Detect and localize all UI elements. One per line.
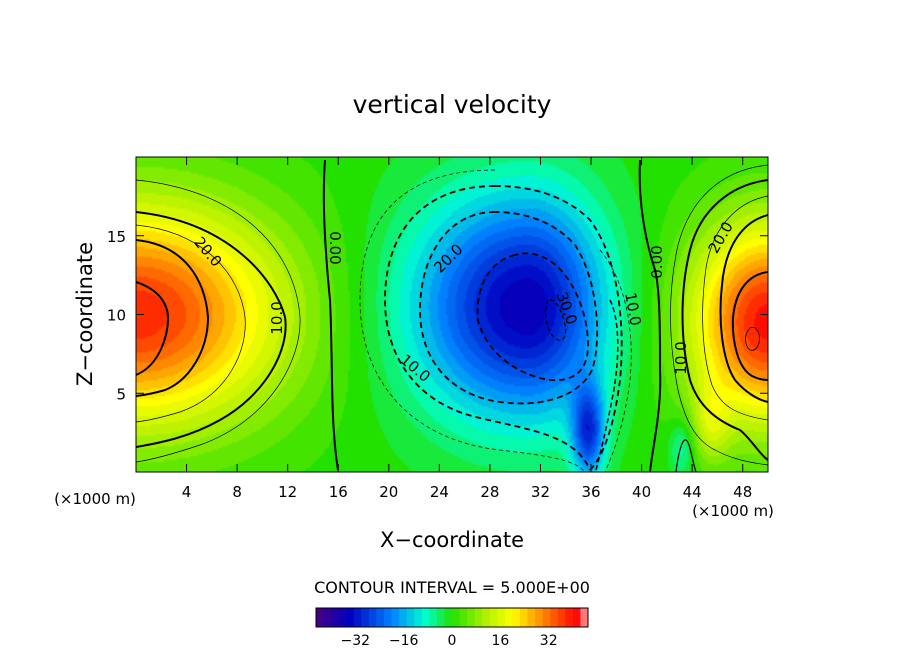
colorbar-segment bbox=[368, 608, 377, 627]
y-axis-label: Z−coordinate bbox=[73, 242, 97, 386]
colorbar-segment bbox=[414, 608, 423, 627]
contour-label: 10.0 bbox=[621, 291, 645, 327]
colorbar-segment bbox=[444, 608, 453, 627]
contour-line bbox=[136, 281, 170, 376]
colorbar-segment bbox=[474, 608, 483, 627]
colorbar-segment bbox=[565, 608, 574, 627]
x-axis: 4 8 12 16 20 24 28 32 36 40 44 48 bbox=[182, 157, 752, 501]
colorbar-segment bbox=[535, 608, 543, 627]
y-tick-label: 5 bbox=[116, 385, 126, 403]
colorbar-segment bbox=[572, 608, 581, 627]
contour-line bbox=[745, 326, 760, 351]
x-tick-label: 4 bbox=[182, 483, 192, 501]
colorbar-segment bbox=[482, 608, 491, 627]
colorbar-tick-label: 0 bbox=[448, 633, 457, 649]
x-tick-label: 16 bbox=[329, 483, 348, 501]
colorbar: −32 −16 0 16 32 bbox=[315, 607, 589, 649]
colorbar-segment bbox=[557, 608, 566, 627]
colorbar-segment bbox=[331, 608, 339, 627]
colorbar-segment bbox=[489, 608, 498, 627]
colorbar-segment bbox=[353, 608, 362, 627]
colorbar-segment bbox=[497, 608, 506, 627]
y-tick-label: 10 bbox=[107, 307, 126, 325]
colorbar-segment bbox=[504, 608, 513, 627]
y-tick-label: 15 bbox=[107, 228, 126, 246]
contour-line bbox=[719, 214, 768, 403]
x-tick-label: 28 bbox=[480, 483, 499, 501]
colorbar-segment bbox=[399, 608, 407, 627]
contour-line bbox=[136, 211, 287, 448]
contour-label: 10.0 bbox=[268, 301, 286, 334]
colorbar-segments bbox=[315, 607, 589, 628]
contour-label: 0.00 bbox=[326, 231, 344, 264]
colorbar-segment bbox=[467, 608, 475, 627]
x-tick-label: 12 bbox=[278, 483, 297, 501]
colorbar-tick-label: 32 bbox=[540, 633, 558, 649]
x-tick-label: 48 bbox=[733, 483, 752, 501]
contour-line bbox=[322, 159, 339, 471]
x-tick-label: 36 bbox=[581, 483, 600, 501]
colorbar-segment bbox=[338, 608, 347, 627]
colorbar-segment bbox=[376, 608, 385, 627]
contour-label: 10.0 bbox=[672, 341, 690, 374]
colorbar-segment bbox=[391, 608, 400, 627]
colorbar-segment bbox=[384, 608, 392, 627]
contour-line bbox=[136, 224, 246, 423]
colorbar-segment bbox=[421, 608, 430, 627]
colorbar-segment bbox=[316, 608, 324, 627]
x-tick-label: 20 bbox=[379, 483, 398, 501]
colorbar-segment bbox=[406, 608, 415, 627]
contour-line bbox=[599, 249, 632, 472]
colorbar-segment bbox=[550, 608, 559, 627]
contour-line bbox=[681, 179, 768, 461]
x-tick-label: 40 bbox=[632, 483, 651, 501]
contour-line bbox=[136, 239, 210, 397]
contour-line bbox=[476, 252, 589, 382]
contour-line bbox=[731, 271, 768, 381]
colorbar-segment bbox=[361, 608, 370, 627]
contour-line bbox=[638, 159, 662, 472]
colorbar-tick-label: −16 bbox=[389, 633, 419, 649]
colorbar-segment bbox=[323, 608, 332, 627]
contour-line bbox=[136, 179, 301, 463]
contour-line bbox=[384, 185, 623, 471]
colorbar-segment bbox=[512, 608, 521, 627]
x-tick-label: 32 bbox=[531, 483, 550, 501]
contour-line bbox=[702, 195, 768, 421]
plot-area bbox=[135, 156, 769, 473]
y-axis: 5 10 15 bbox=[107, 228, 768, 403]
x-unit-left: (×1000 m) bbox=[54, 490, 136, 508]
x-unit-right: (×1000 m) bbox=[692, 502, 774, 520]
colorbar-segment bbox=[436, 608, 445, 627]
colorbar-frame bbox=[315, 607, 589, 628]
contour-line bbox=[595, 299, 619, 471]
colorbar-tick-label: −32 bbox=[341, 633, 371, 649]
contour-lines bbox=[136, 159, 768, 472]
colorbar-segment bbox=[452, 608, 460, 627]
x-tick-label: 24 bbox=[430, 483, 449, 501]
contour-label: 0.00 bbox=[648, 245, 666, 278]
contour-line bbox=[670, 164, 768, 466]
colorbar-tick-label: 16 bbox=[491, 633, 509, 649]
colorbar-segment bbox=[580, 608, 589, 627]
colorbar-segment bbox=[429, 608, 438, 627]
contour-line bbox=[545, 299, 567, 341]
chart-title: vertical velocity bbox=[353, 90, 552, 119]
x-tick-label: 8 bbox=[232, 483, 242, 501]
velocity-field bbox=[136, 157, 768, 472]
colorbar-segment bbox=[520, 608, 528, 627]
contour-interval-label: CONTOUR INTERVAL = 5.000E+00 bbox=[314, 578, 590, 597]
colorbar-segment bbox=[527, 608, 536, 627]
colorbar-ticks: −32 −16 0 16 32 bbox=[341, 633, 558, 649]
x-axis-label: X−coordinate bbox=[380, 528, 524, 552]
x-tick-label: 44 bbox=[683, 483, 702, 501]
colorbar-segment bbox=[542, 608, 551, 627]
contour-line bbox=[419, 211, 599, 405]
colorbar-segment bbox=[459, 608, 468, 627]
colorbar-segment bbox=[346, 608, 355, 627]
contour-line bbox=[675, 439, 697, 472]
